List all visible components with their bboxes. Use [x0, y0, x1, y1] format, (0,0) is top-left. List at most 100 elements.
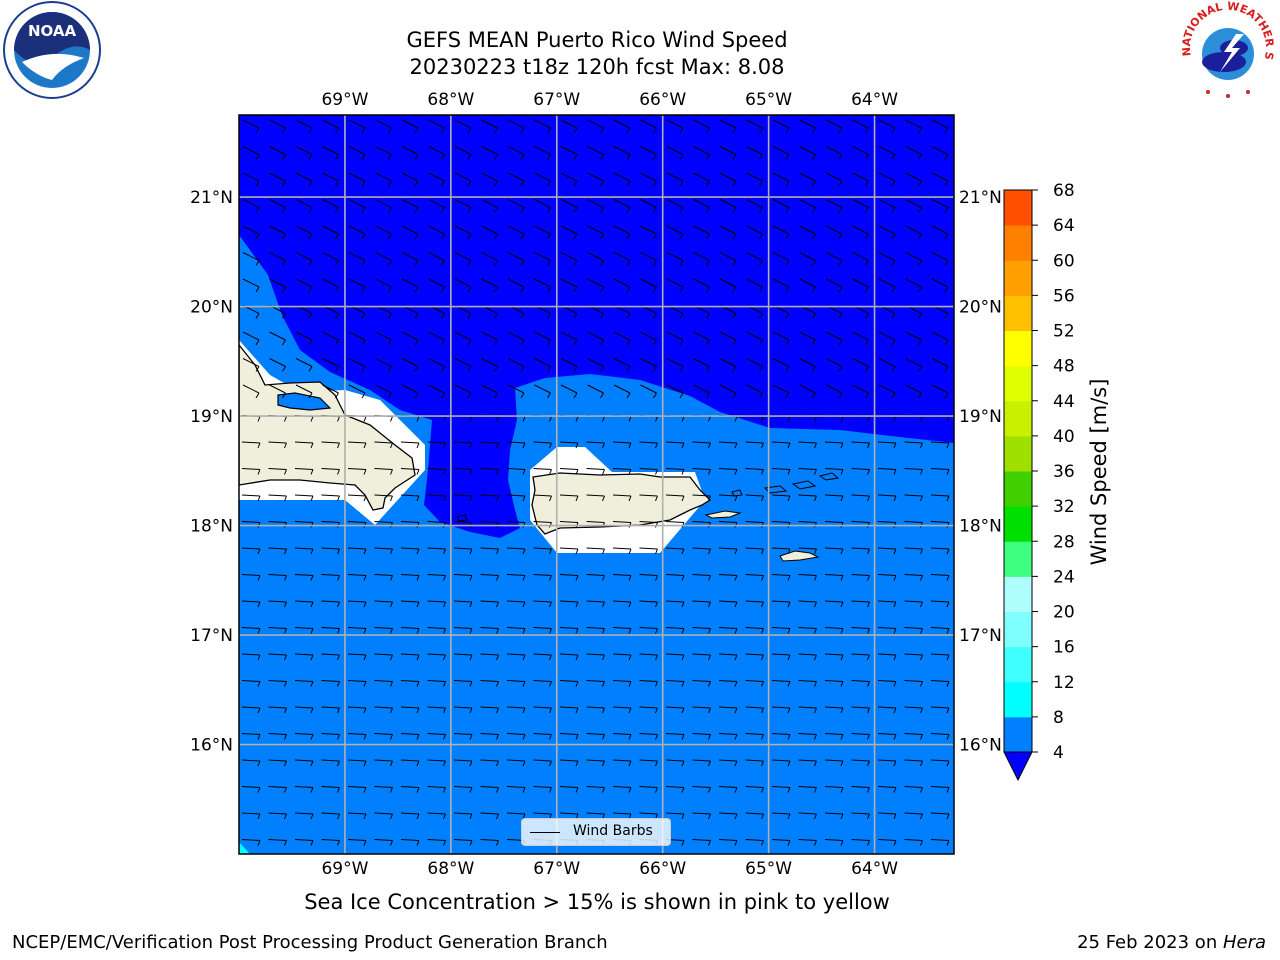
wind-barb — [613, 146, 631, 160]
wind-barb — [268, 547, 287, 555]
wind-barb — [693, 384, 710, 399]
wind-barb — [268, 786, 287, 793]
wind-barb — [560, 225, 578, 240]
wind-barb — [825, 331, 843, 346]
wind-barb — [401, 225, 419, 240]
wind-barb — [534, 358, 551, 372]
colorbar-tick-label: 12 — [1053, 673, 1075, 693]
wind-barb — [294, 441, 314, 449]
wind-barb — [347, 494, 367, 502]
wind-barb — [401, 146, 419, 160]
wind-barb — [242, 172, 260, 187]
wind-barb — [428, 252, 445, 266]
wind-barb — [560, 146, 578, 160]
wind-barb — [877, 468, 897, 475]
wind-barb — [745, 759, 764, 767]
wind-barb — [930, 441, 950, 449]
wind-barb — [930, 547, 950, 555]
wind-barb — [852, 252, 869, 266]
wind-barb — [480, 574, 499, 581]
wind-barb — [533, 653, 552, 661]
wind-barb — [268, 680, 287, 687]
wind-barb — [852, 119, 869, 134]
wind-barb — [375, 199, 392, 213]
wind-barb — [374, 468, 393, 475]
wind-barb — [560, 358, 578, 372]
wind-barb — [481, 225, 498, 240]
wind-barb — [665, 627, 685, 634]
wind-barb — [269, 199, 286, 213]
wind-barb — [294, 600, 314, 608]
colorbar-segment — [1004, 365, 1032, 402]
wind-barb — [348, 358, 366, 372]
wind-barb — [666, 172, 684, 187]
wind-barb — [612, 680, 632, 687]
wind-barb — [533, 627, 552, 634]
wind-barb — [400, 680, 420, 687]
wind-barb — [428, 146, 445, 160]
wind-barb — [428, 225, 445, 240]
wind-barb — [930, 468, 950, 475]
wind-barb — [772, 172, 790, 187]
wind-barb — [799, 172, 816, 187]
wind-barb — [269, 146, 286, 160]
wind-barb — [374, 627, 393, 634]
wind-barb — [771, 547, 791, 555]
wind-barb — [799, 119, 816, 134]
wind-barb — [321, 494, 340, 502]
wind-barb — [851, 547, 870, 555]
wind-barb — [824, 839, 844, 846]
lat-label-right: 16°N — [959, 736, 1002, 756]
wind-barb — [400, 839, 420, 846]
wind-barb — [587, 172, 604, 187]
wind-barb — [824, 680, 844, 687]
wind-barb — [294, 706, 314, 714]
wind-barb — [401, 252, 419, 266]
wind-barb — [665, 468, 685, 475]
wind-barb — [852, 358, 869, 372]
wind-barb — [453, 839, 473, 846]
wind-barb — [559, 759, 579, 767]
wind-barb — [321, 759, 340, 767]
wind-barb — [480, 494, 499, 502]
wind-barb — [905, 331, 922, 346]
wind-barb — [427, 680, 446, 687]
wind-barb — [878, 384, 896, 399]
wind-barb — [825, 384, 843, 399]
wind-barb — [506, 574, 526, 581]
wind-barb — [241, 786, 261, 793]
wind-barb — [586, 759, 605, 767]
wind-barb — [295, 172, 313, 187]
wind-barb — [639, 468, 658, 475]
wind-barb — [400, 574, 420, 581]
wind-barb — [693, 278, 710, 293]
wind-barb — [772, 252, 790, 266]
wind-barb — [322, 384, 339, 399]
wind-barb — [348, 199, 366, 213]
wind-barb — [401, 358, 419, 372]
wind-barb — [745, 839, 764, 846]
wind-barb — [453, 653, 473, 661]
wind-barb — [374, 680, 393, 687]
wind-barb — [719, 146, 737, 160]
wind-barb — [454, 172, 472, 187]
wind-barb — [347, 600, 367, 608]
wind-barb — [560, 384, 578, 399]
wind-barb — [453, 786, 473, 793]
wind-barb — [745, 680, 764, 687]
wind-barb — [506, 468, 526, 475]
wind-barb — [666, 358, 684, 372]
footer-credit: NCEP/EMC/Verification Post Processing Pr… — [12, 932, 608, 953]
wind-barb — [586, 786, 605, 793]
wind-barb — [771, 759, 791, 767]
wind-barb — [930, 839, 950, 846]
wind-barb — [269, 278, 286, 293]
wind-barb — [772, 331, 790, 346]
wind-barb — [534, 278, 551, 293]
wind-barb — [241, 547, 261, 555]
colorbar-extend-arrow — [1003, 751, 1033, 782]
wind-barb — [268, 574, 287, 581]
colorbar-tick-label: 28 — [1053, 532, 1075, 552]
wind-barb — [347, 653, 367, 661]
noaa-logo: NOAA — [3, 1, 101, 99]
